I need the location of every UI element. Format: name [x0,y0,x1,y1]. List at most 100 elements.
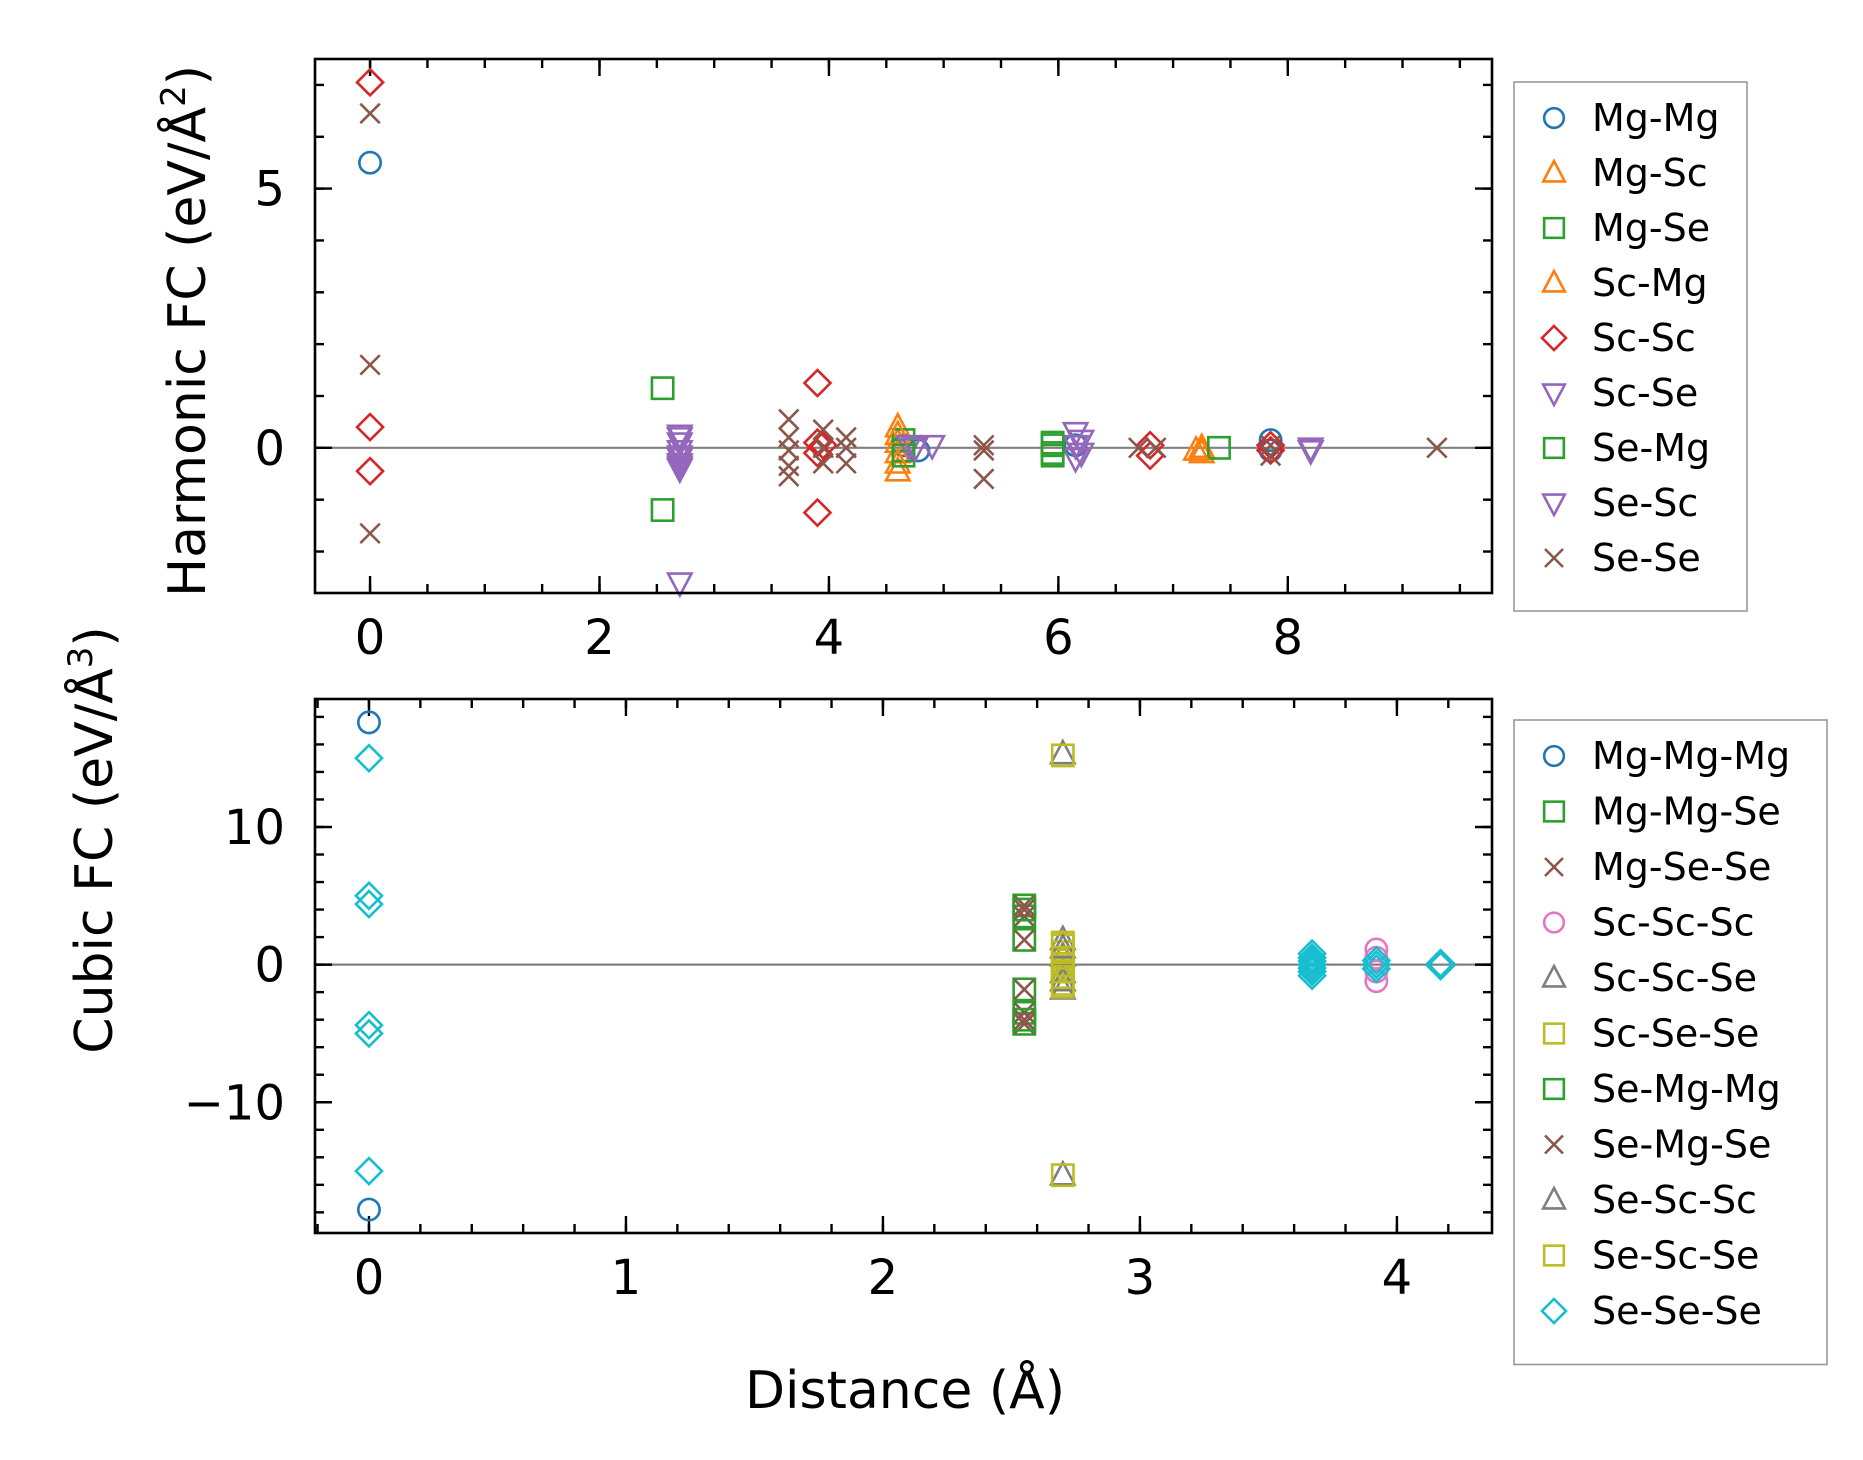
harmonic-x-tick-label: 6 [1043,610,1074,666]
data-point-sc-sc [802,438,833,468]
data-point-se-se-se [1297,946,1327,977]
harmonic-x-tick-label: 0 [355,610,386,666]
harmonic-panel: Harmonic FC (eV/Å2) 0 2 4 6 805Mg-MgMg-ScMg-… [154,57,1748,666]
data-point-mg-mg-mg [357,1197,381,1222]
data-point-mg-se [1207,435,1231,460]
data-point-sc-se [665,440,694,467]
legend-marker-se-sc-sc [1541,1185,1567,1210]
legend-label-sc-sc-sc: Sc-Sc-Sc [1592,901,1754,945]
data-point-mg-se [650,376,675,401]
legend-marker-mg-mg-se [1542,800,1566,823]
data-point-se-se-se [354,1156,384,1186]
harmonic-series-se-sc [665,427,1325,482]
data-point-se-sc [665,427,694,454]
legend-label-mg-mg: Mg-Mg [1592,96,1720,140]
harmonic-x-tick-label: 8 [1273,610,1304,666]
harmonic-y-tick-label: 5 [254,162,285,218]
cubic-x-tick-label: 3 [1125,1250,1156,1306]
data-point-se-sc-se [1050,959,1075,984]
cubic-x-tick-label: 2 [868,1250,899,1306]
legend-marker-sc-sc-sc [1542,911,1566,934]
cubic-series-se-sc-se [1050,930,1075,999]
data-point-mg-mg [358,150,383,175]
legend-label-sc-mg: Sc-Mg [1592,261,1708,305]
data-point-sc-sc [355,67,385,98]
cubic-ticks: 0 1 2 3 4 −10 0 10 [184,699,1492,1306]
cubic-legend-box [1513,719,1828,1366]
data-point-sc-sc [355,412,385,442]
harmonic-data-points [355,67,1448,599]
data-point-se-se-se [1297,938,1327,969]
legend-label-mg-se: Mg-Se [1592,206,1710,250]
data-point-sc-mg [1182,434,1210,461]
legend-label-mg-mg-se: Mg-Mg-Se [1592,790,1781,834]
legend-marker-se-mg [1542,436,1566,460]
data-point-se-se [778,408,800,430]
data-point-sc-se [1061,447,1090,474]
data-point-se-se [359,354,381,376]
data-point-sc-se [1061,421,1090,449]
harmonic-series-se-mg [891,433,1065,468]
legend-marker-mg-mg [1542,106,1566,130]
data-point-sc-se [665,572,694,599]
cubic-y-tick-label: −10 [184,1075,285,1131]
legend-marker-se-se [1544,548,1564,568]
data-point-se-se [778,465,800,488]
legend-marker-se-mg-mg [1542,1077,1566,1101]
harmonic-legend: Mg-Mg Mg-Sc Mg-Se Sc-Mg Sc-Sc Sc-Se Se-Mg Se-Sc… [1513,81,1748,612]
data-point-sc-sc [802,368,833,398]
harmonic-legend-box [1513,81,1748,612]
data-point-se-se-se [1297,956,1327,987]
data-point-se-se-se [354,1018,384,1049]
legend-label-sc-sc: Sc-Sc [1592,316,1696,360]
data-point-se-sc [665,455,694,482]
data-point-se-se-se [354,889,384,919]
data-point-se-se [812,437,834,459]
legend-label-mg-se-se: Mg-Se-Se [1592,845,1771,889]
legend-label-se-mg: Se-Mg [1592,426,1710,470]
legend-label-se-mg-mg: Se-Mg-Mg [1592,1067,1781,1111]
data-point-se-se-se [1297,953,1327,983]
data-point-mg-se-se [1013,905,1035,928]
data-point-sc-sc-se [1048,1159,1077,1186]
data-point-se-mg [1040,443,1065,468]
data-point-mg-mg [1258,428,1283,453]
cubic-series-mg-se-se [1013,894,1035,1035]
data-point-sc-se [1061,434,1090,462]
harmonic-x-tick-label: 4 [814,610,845,666]
data-point-sc-sc [802,497,833,528]
data-point-se-se-se [1361,949,1392,980]
data-point-se-se-se [1297,949,1327,980]
cubic-y-tick-label: 10 [224,800,285,856]
data-point-sc-sc [1255,430,1286,461]
data-point-se-se [835,426,857,449]
data-point-mg-se-se [1013,978,1035,1001]
data-point-se-se [1259,444,1282,467]
data-point-se-sc [1067,442,1096,469]
cubic-x-tick-label: 1 [611,1250,642,1306]
legend-label-mg-sc: Mg-Sc [1592,151,1708,195]
cubic-ylabel: Cubic FC (eV/Å3) [61,626,125,1053]
data-point-se-se-se [1425,948,1456,979]
data-point-se-se-se [354,880,384,911]
data-point-se-mg-se [1013,898,1035,921]
data-point-sc-se [665,432,694,459]
data-point-se-mg-se [1013,1009,1035,1031]
data-point-mg-se-se [1013,1002,1035,1024]
legend-marker-mg-sc [1541,158,1567,183]
data-point-mg-mg-mg [357,710,381,735]
data-point-se-se-se [1361,953,1392,984]
data-point-se-se [835,437,857,459]
legend-marker-mg-se-se [1544,857,1564,877]
data-point-se-sc [901,437,929,464]
data-point-se-mg-mg [1012,897,1037,922]
data-point-sc-sc [1135,430,1165,461]
legend-marker-se-sc-se [1542,1244,1566,1267]
harmonic-y-tick-label: 0 [254,421,285,477]
cubic-series-se-se-se [354,743,1456,1186]
data-point-se-se-se [1425,951,1456,981]
harmonic-axes-frame [313,57,1494,595]
data-point-se-sc [1296,440,1325,467]
legend-label-se-sc: Se-Sc [1592,481,1698,525]
